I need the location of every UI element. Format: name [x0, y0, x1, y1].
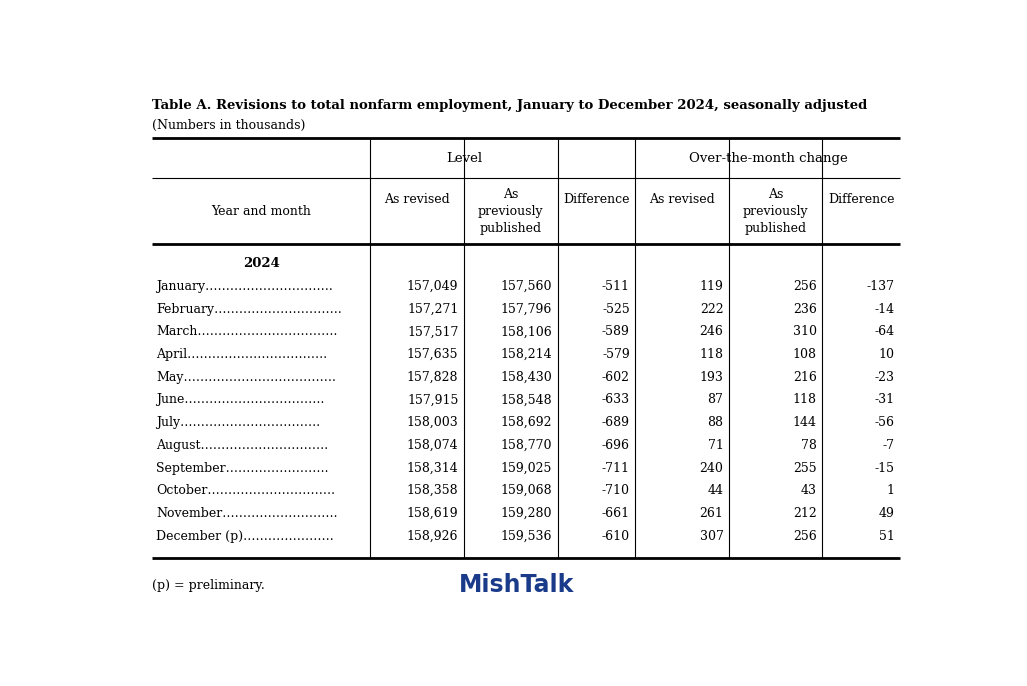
Text: 51: 51 — [879, 530, 895, 543]
Text: 158,926: 158,926 — [407, 530, 458, 543]
Text: -633: -633 — [602, 394, 630, 407]
Text: -579: -579 — [602, 348, 630, 361]
Text: 158,770: 158,770 — [500, 439, 551, 452]
Text: -710: -710 — [602, 484, 630, 497]
Text: -137: -137 — [867, 280, 895, 293]
Text: Year and month: Year and month — [212, 205, 311, 218]
Text: -511: -511 — [602, 280, 630, 293]
Text: -610: -610 — [602, 530, 630, 543]
Text: 158,358: 158,358 — [407, 484, 458, 497]
Text: 193: 193 — [699, 370, 723, 383]
Text: November……………………….: November………………………. — [156, 507, 338, 520]
Text: 78: 78 — [801, 439, 816, 452]
Text: 87: 87 — [708, 394, 723, 407]
Text: 256: 256 — [793, 530, 816, 543]
Text: As
previously
published: As previously published — [743, 188, 808, 235]
Text: 44: 44 — [708, 484, 723, 497]
Text: 222: 222 — [699, 303, 723, 316]
Text: Table A. Revisions to total nonfarm employment, January to December 2024, season: Table A. Revisions to total nonfarm empl… — [152, 99, 868, 113]
Text: Difference: Difference — [828, 193, 895, 206]
Text: 310: 310 — [793, 325, 816, 338]
Text: -23: -23 — [875, 370, 895, 383]
Text: January………………………….: January…………………………. — [156, 280, 333, 293]
Text: -589: -589 — [602, 325, 630, 338]
Text: 212: 212 — [793, 507, 816, 520]
Text: 1: 1 — [887, 484, 895, 497]
Text: 158,106: 158,106 — [500, 325, 551, 338]
Text: 240: 240 — [699, 462, 723, 475]
Text: August………………………….: August…………………………. — [156, 439, 329, 452]
Text: 157,796: 157,796 — [500, 303, 551, 316]
Text: As
previously
published: As previously published — [478, 188, 543, 235]
Text: 157,271: 157,271 — [407, 303, 458, 316]
Text: -525: -525 — [602, 303, 630, 316]
Text: -711: -711 — [602, 462, 630, 475]
Text: 158,548: 158,548 — [500, 394, 551, 407]
Text: Level: Level — [446, 152, 482, 165]
Text: 157,635: 157,635 — [407, 348, 458, 361]
Text: 158,214: 158,214 — [500, 348, 551, 361]
Text: 159,536: 159,536 — [500, 530, 551, 543]
Text: 2024: 2024 — [243, 257, 279, 270]
Text: -7: -7 — [883, 439, 895, 452]
Text: 49: 49 — [879, 507, 895, 520]
Text: April…………………………….: April……………………………. — [156, 348, 328, 361]
Text: 216: 216 — [793, 370, 816, 383]
Text: 159,068: 159,068 — [500, 484, 551, 497]
Text: 158,619: 158,619 — [407, 507, 458, 520]
Text: 158,003: 158,003 — [407, 416, 458, 429]
Text: 157,049: 157,049 — [407, 280, 458, 293]
Text: June…………………………….: June……………………………. — [156, 394, 325, 407]
Text: 159,025: 159,025 — [500, 462, 551, 475]
Text: MishTalk: MishTalk — [459, 573, 574, 598]
Text: 158,074: 158,074 — [407, 439, 458, 452]
Text: -696: -696 — [602, 439, 630, 452]
Text: 118: 118 — [699, 348, 723, 361]
Text: 256: 256 — [793, 280, 816, 293]
Text: 88: 88 — [708, 416, 723, 429]
Text: 255: 255 — [793, 462, 816, 475]
Text: 236: 236 — [793, 303, 816, 316]
Text: 108: 108 — [793, 348, 816, 361]
Text: May……………………………….: May………………………………. — [156, 370, 336, 383]
Text: Difference: Difference — [563, 193, 630, 206]
Text: 157,915: 157,915 — [407, 394, 458, 407]
Text: December (p)………………….: December (p)…………………. — [156, 530, 334, 543]
Text: -15: -15 — [875, 462, 895, 475]
Text: 10: 10 — [879, 348, 895, 361]
Text: 307: 307 — [699, 530, 723, 543]
Text: 246: 246 — [699, 325, 723, 338]
Text: September…………………….: September……………………. — [156, 462, 329, 475]
Text: 157,828: 157,828 — [407, 370, 458, 383]
Text: -56: -56 — [875, 416, 895, 429]
Text: 119: 119 — [699, 280, 723, 293]
Text: February………………………….: February…………………………. — [156, 303, 342, 316]
Text: 71: 71 — [708, 439, 723, 452]
Text: 159,280: 159,280 — [500, 507, 551, 520]
Text: As revised: As revised — [384, 193, 450, 206]
Text: (Numbers in thousands): (Numbers in thousands) — [152, 119, 306, 132]
Text: March…………………………….: March……………………………. — [156, 325, 338, 338]
Text: -661: -661 — [602, 507, 630, 520]
Text: 261: 261 — [699, 507, 723, 520]
Text: -31: -31 — [875, 394, 895, 407]
Text: (p) = preliminary.: (p) = preliminary. — [152, 579, 265, 592]
Text: -689: -689 — [602, 416, 630, 429]
Text: 158,314: 158,314 — [407, 462, 458, 475]
Text: 157,560: 157,560 — [500, 280, 551, 293]
Text: July…………………………….: July……………………………. — [156, 416, 320, 429]
Text: -64: -64 — [875, 325, 895, 338]
Text: October………………………….: October…………………………. — [156, 484, 335, 497]
Text: 43: 43 — [801, 484, 816, 497]
Text: 144: 144 — [793, 416, 816, 429]
Text: 157,517: 157,517 — [407, 325, 458, 338]
Text: As revised: As revised — [649, 193, 715, 206]
Text: -14: -14 — [875, 303, 895, 316]
Text: 118: 118 — [793, 394, 816, 407]
Text: -602: -602 — [602, 370, 630, 383]
Text: Over-the-month change: Over-the-month change — [688, 152, 847, 165]
Text: 158,430: 158,430 — [500, 370, 551, 383]
Text: 158,692: 158,692 — [500, 416, 551, 429]
